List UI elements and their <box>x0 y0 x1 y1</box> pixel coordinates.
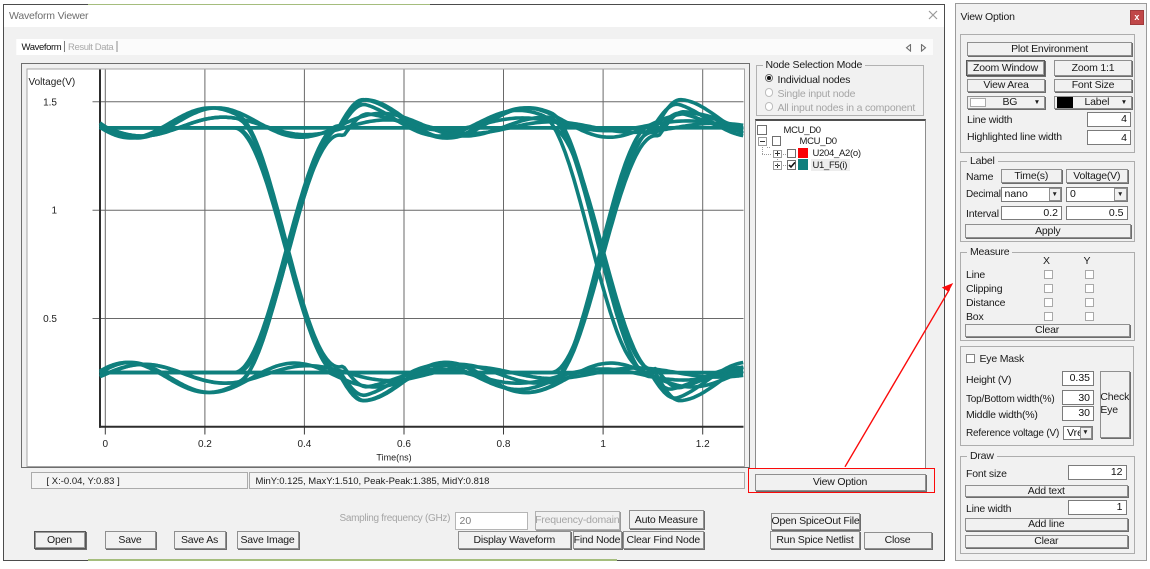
svg-text:1: 1 <box>600 439 606 450</box>
svg-text:1: 1 <box>51 206 57 217</box>
svg-text:1.5: 1.5 <box>43 97 57 108</box>
svg-text:Voltage(V): Voltage(V) <box>29 77 76 88</box>
svg-text:0.6: 0.6 <box>397 439 411 450</box>
svg-text:0.5: 0.5 <box>43 314 57 325</box>
svg-text:0.8: 0.8 <box>497 439 511 450</box>
svg-text:0: 0 <box>103 439 109 450</box>
svg-text:0.4: 0.4 <box>297 439 311 450</box>
svg-text:1.2: 1.2 <box>696 439 710 450</box>
svg-text:0.2: 0.2 <box>198 439 212 450</box>
svg-text:Time(ns): Time(ns) <box>376 453 411 463</box>
